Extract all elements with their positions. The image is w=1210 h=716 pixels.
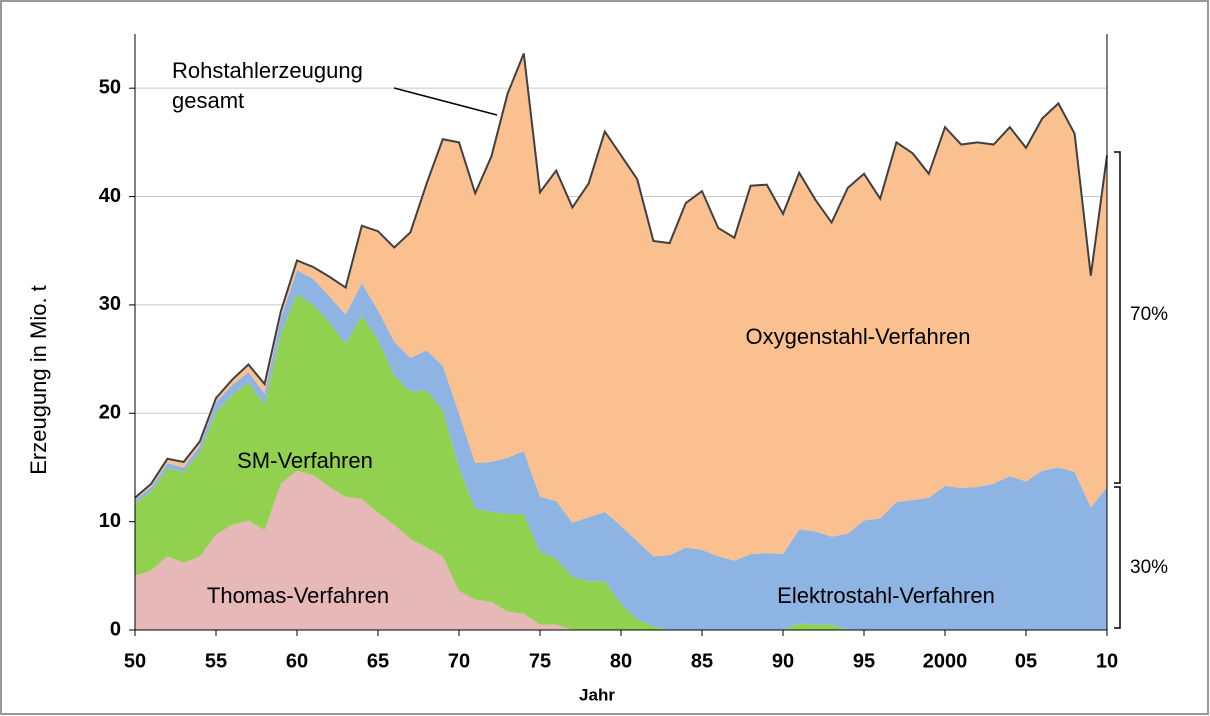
x-tick-label: 55 (205, 650, 227, 672)
x-tick-label: 70 (448, 650, 470, 672)
y-tick-label: 50 (99, 76, 121, 98)
series-label: SM-Verfahren (237, 448, 373, 473)
share-bracket (1114, 151, 1121, 629)
annotation-pointer (393, 87, 498, 116)
annotation: Rohstahlerzeugung (172, 58, 363, 83)
x-tick-label: 60 (286, 650, 308, 672)
share-label: 30% (1130, 557, 1168, 578)
y-tick-label: 0 (110, 618, 121, 640)
x-tick-label: 05 (1015, 650, 1037, 672)
share-label: 70% (1130, 304, 1168, 325)
y-tick-label: 20 (99, 402, 121, 424)
x-tick-label: 65 (367, 650, 389, 672)
x-tick-label: 80 (610, 650, 632, 672)
y-tick-label: 10 (99, 510, 121, 532)
area (135, 294, 1107, 630)
x-tick-label: 90 (772, 650, 794, 672)
x-tick-label: 2000 (923, 650, 968, 672)
annotation: gesamt (172, 88, 244, 113)
x-axis-label: Jahr (579, 685, 615, 704)
x-tick-label: 10 (1096, 650, 1118, 672)
area (135, 270, 1107, 630)
series-label: Thomas-Verfahren (207, 583, 389, 608)
x-tick-label: 95 (853, 650, 875, 672)
y-tick-label: 40 (99, 185, 121, 207)
x-tick-label: 85 (691, 650, 713, 672)
y-tick-label: 30 (99, 293, 121, 315)
area (135, 470, 1107, 630)
series-label: Oxygenstahl-Verfahren (745, 324, 970, 349)
total-outline (134, 53, 1108, 499)
plot-area: 0 10 20 30 40 50 50 55 60 65 70 75 80 85 90 95 2000 05 10 (99, 34, 1118, 672)
series-label: Elektrostahl-Verfahren (777, 583, 995, 608)
area (135, 53, 1107, 561)
y-axis-label: Erzeugung in Mio. t (26, 285, 51, 475)
x-tick-label: 50 (124, 650, 146, 672)
x-tick-label: 75 (529, 650, 551, 672)
